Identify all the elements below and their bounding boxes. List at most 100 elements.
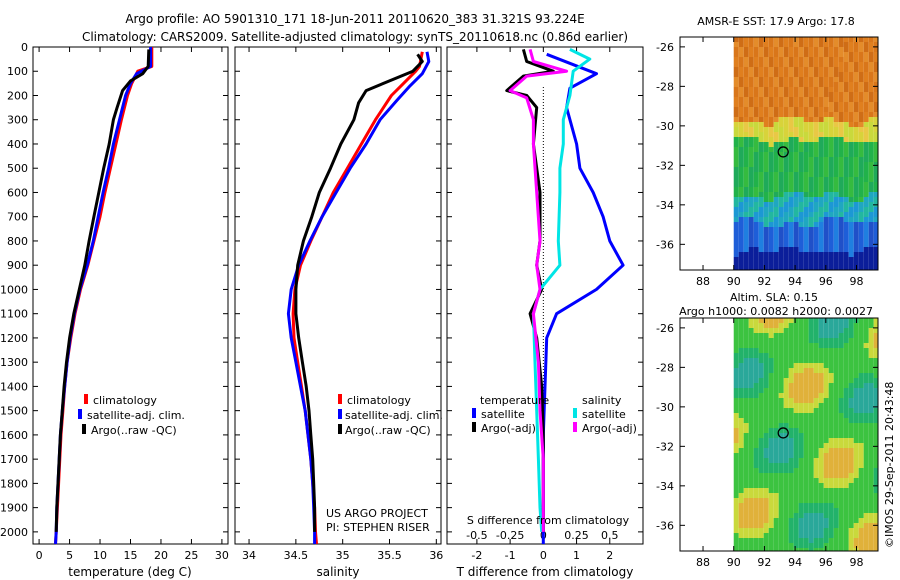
heatmap-cell — [808, 47, 814, 52]
heatmap-cell — [753, 182, 759, 187]
heatmap-cell — [843, 523, 849, 528]
heatmap-cell — [863, 192, 869, 197]
heatmap-cell — [868, 498, 874, 503]
heatmap-cell — [813, 232, 819, 237]
heatmap-cell — [788, 197, 794, 202]
heatmap-cell — [733, 388, 739, 393]
heatmap-cell — [838, 473, 844, 478]
heatmap-cell — [838, 47, 844, 52]
legend-label-satellite: satellite-adj. clim. — [345, 409, 443, 422]
heatmap-cell — [873, 197, 878, 202]
heatmap-cell — [838, 52, 844, 57]
heatmap-cell — [813, 483, 819, 488]
heatmap-cell — [793, 107, 799, 112]
heatmap-cell — [838, 147, 844, 152]
heatmap-cell — [793, 202, 799, 207]
heatmap-cell — [808, 508, 814, 513]
heatmap-cell — [813, 473, 819, 478]
heatmap-cell — [778, 202, 784, 207]
heatmap-cell — [853, 172, 859, 177]
heatmap-cell — [828, 62, 834, 67]
heatmap-cell — [773, 172, 779, 177]
heatmap-cell — [763, 393, 769, 398]
heatmap-cell — [738, 87, 744, 92]
heatmap-cell — [763, 548, 769, 551]
heatmap-cell — [743, 77, 749, 82]
heatmap-cell — [758, 242, 764, 247]
heatmap-cell — [823, 102, 829, 107]
heatmap-cell — [793, 393, 799, 398]
heatmap-cell — [753, 197, 759, 202]
heatmap-cell — [783, 503, 789, 508]
heatmap-cell — [758, 538, 764, 543]
heatmap-cell — [738, 378, 744, 383]
heatmap-cell — [733, 393, 739, 398]
depth-tick-label: 0 — [21, 41, 28, 54]
heatmap-cell — [848, 212, 854, 217]
heatmap-cell — [858, 418, 864, 423]
heatmap-cell — [853, 87, 859, 92]
lat-tick-label: -34 — [656, 480, 674, 493]
heatmap-cell — [753, 548, 759, 551]
heatmap-cell — [853, 348, 859, 353]
heatmap-cell — [753, 348, 759, 353]
heatmap-cell — [788, 473, 794, 478]
heatmap-cell — [818, 428, 824, 433]
heatmap-cell — [803, 488, 809, 493]
heatmap-cell — [748, 172, 754, 177]
heatmap-cell — [793, 97, 799, 102]
heatmap-cell — [853, 212, 859, 217]
heatmap-cell — [823, 383, 829, 388]
heatmap-cell — [738, 202, 744, 207]
heatmap-cell — [843, 333, 849, 338]
heatmap-cell — [838, 533, 844, 538]
heatmap-cell — [733, 77, 739, 82]
heatmap-cell — [833, 107, 839, 112]
heatmap-cell — [838, 117, 844, 122]
heatmap-cell — [758, 147, 764, 152]
heatmap-cell — [768, 62, 774, 67]
heatmap-cell — [793, 443, 799, 448]
heatmap-cell — [788, 87, 794, 92]
heatmap-cell — [738, 122, 744, 127]
heatmap-cell — [853, 217, 859, 222]
heatmap-cell — [868, 468, 874, 473]
heatmap-cell — [793, 132, 799, 137]
heatmap-cell — [773, 513, 779, 518]
heatmap-cell — [873, 388, 878, 393]
heatmap-cell — [868, 62, 874, 67]
heatmap-cell — [758, 343, 764, 348]
heatmap-cell — [778, 132, 784, 137]
heatmap-cell — [773, 333, 779, 338]
heatmap-cell — [763, 207, 769, 212]
heatmap-cell — [743, 47, 749, 52]
heatmap-cell — [798, 403, 804, 408]
heatmap-cell — [793, 318, 799, 323]
heatmap-cell — [783, 122, 789, 127]
heatmap-cell — [748, 523, 754, 528]
heatmap-cell — [848, 77, 854, 82]
heatmap-cell — [868, 403, 874, 408]
heatmap-cell — [808, 498, 814, 503]
heatmap-cell — [868, 267, 874, 270]
heatmap-cell — [813, 433, 819, 438]
heatmap-cell — [818, 443, 824, 448]
heatmap-cell — [733, 428, 739, 433]
heatmap-cell — [743, 87, 749, 92]
heatmap-cell — [848, 398, 854, 403]
heatmap-cell — [778, 468, 784, 473]
heatmap-cell — [848, 42, 854, 47]
heatmap-cell — [758, 132, 764, 137]
heatmap-cell — [738, 548, 744, 551]
heatmap-cell — [833, 538, 839, 543]
heatmap-cell — [833, 503, 839, 508]
heatmap-cell — [873, 232, 878, 237]
heatmap-cell — [868, 222, 874, 227]
heatmap-cell — [763, 162, 769, 167]
heatmap-cell — [823, 323, 829, 328]
heatmap-cell — [848, 132, 854, 137]
heatmap-cell — [788, 47, 794, 52]
heatmap-cell — [853, 378, 859, 383]
heatmap-cell — [733, 528, 739, 533]
